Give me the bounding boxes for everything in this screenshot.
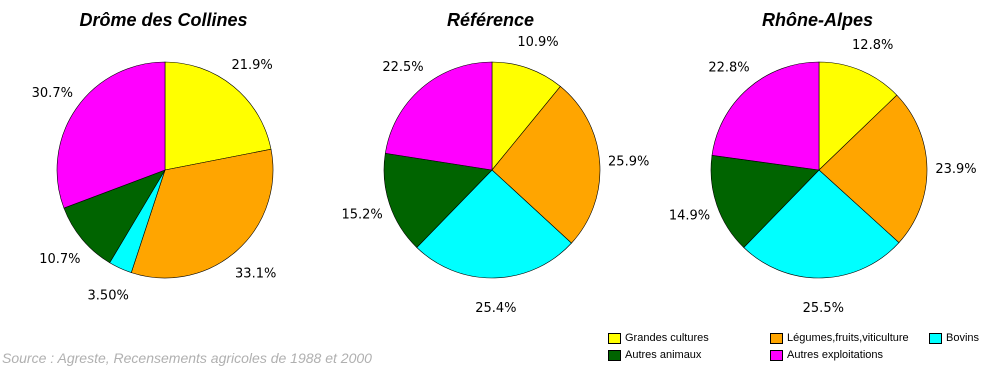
pie-slice-autres-animaux	[383, 152, 493, 248]
slice-label-autres-exploitations: 22.8%	[708, 61, 749, 76]
legend: Grandes cultures Légumes,fruits,viticult…	[608, 330, 983, 365]
pie-slice-autres-exploitations	[56, 61, 166, 209]
legend-swatch	[770, 349, 783, 361]
legend-item-legumes: Légumes,fruits,viticulture	[770, 332, 909, 344]
slice-label-legumes: 33.1%	[235, 267, 276, 282]
pie-slice-legumes	[130, 148, 274, 279]
slice-label-legumes: 25.9%	[608, 154, 649, 169]
slice-label-grandes-cultures: 10.9%	[517, 35, 558, 50]
legend-label: Autres animaux	[625, 349, 702, 361]
legend-item-bovins: Bovins	[929, 332, 979, 344]
pie-svg: 10.9% 25.9% 25.4% 15.2% 22.5%	[341, 35, 649, 316]
legend-item-autres-exploitations: Autres exploitations	[770, 349, 883, 361]
pie-svg: 12.8% 23.9% 25.5% 14.9% 22.8%	[669, 38, 977, 316]
pie-slice-autres-exploitations	[384, 61, 493, 171]
pie-chart-rhone-alpes: Rhône-Alpes 12.8% 23.9% 25.5% 14.9% 22.8%	[654, 0, 981, 340]
slice-label-legumes: 23.9%	[935, 162, 976, 177]
pie-slice-legumes	[818, 94, 928, 244]
chart-title: Référence	[446, 10, 535, 30]
slice-label-autres-exploitations: 30.7%	[32, 86, 73, 101]
legend-label: Autres exploitations	[787, 349, 883, 361]
pie-slice-bovins	[743, 169, 900, 279]
legend-label: Légumes,fruits,viticulture	[787, 332, 909, 344]
slice-label-autres-animaux: 14.9%	[669, 209, 710, 224]
slice-label-autres-exploitations: 22.5%	[382, 60, 423, 75]
pie-slice-grandes-cultures	[818, 61, 898, 171]
chart-title: Drôme des Collines	[79, 10, 248, 30]
slice-label-grandes-cultures: 12.8%	[852, 38, 893, 53]
pie-slice-grandes-cultures	[491, 61, 561, 171]
pie-slice-autres-animaux	[710, 154, 820, 248]
legend-swatch	[770, 332, 783, 344]
pie-svg: 21.9% 33.1% 3.50% 10.7% 30.7%	[32, 58, 277, 304]
slice-label-autres-animaux: 10.7%	[39, 252, 80, 267]
legend-label: Grandes cultures	[625, 332, 709, 344]
source-note: Source : Agreste, Recensements agricoles…	[2, 350, 372, 366]
pie-slice-legumes	[491, 85, 601, 244]
legend-label: Bovins	[946, 332, 980, 344]
legend-swatch	[608, 349, 621, 361]
pie-slice-bovins	[416, 169, 572, 279]
slice-label-autres-animaux: 15.2%	[341, 207, 382, 222]
chart-title: Rhône-Alpes	[761, 10, 873, 30]
legend-swatch	[608, 332, 621, 344]
pie-chart-reference: Référence 10.9% 25.9% 25.4% 15.2% 22.5%	[327, 0, 654, 340]
pie-slice-grandes-cultures	[164, 61, 272, 171]
legend-swatch	[929, 332, 942, 344]
pie-chart-drome-des-collines: Drôme des Collines 21.9% 33.1% 3.50% 10.7% 3…	[0, 0, 327, 340]
slice-label-bovins: 3.50%	[88, 289, 129, 304]
slice-label-grandes-cultures: 21.9%	[231, 58, 272, 73]
pie-slice-autres-exploitations	[711, 61, 820, 171]
legend-item-grandes-cultures: Grandes cultures	[608, 332, 709, 344]
legend-item-autres-animaux: Autres animaux	[608, 349, 701, 361]
pie-slice-autres-animaux	[63, 169, 166, 264]
slice-label-bovins: 25.5%	[803, 301, 844, 316]
slice-label-bovins: 25.4%	[475, 301, 516, 316]
